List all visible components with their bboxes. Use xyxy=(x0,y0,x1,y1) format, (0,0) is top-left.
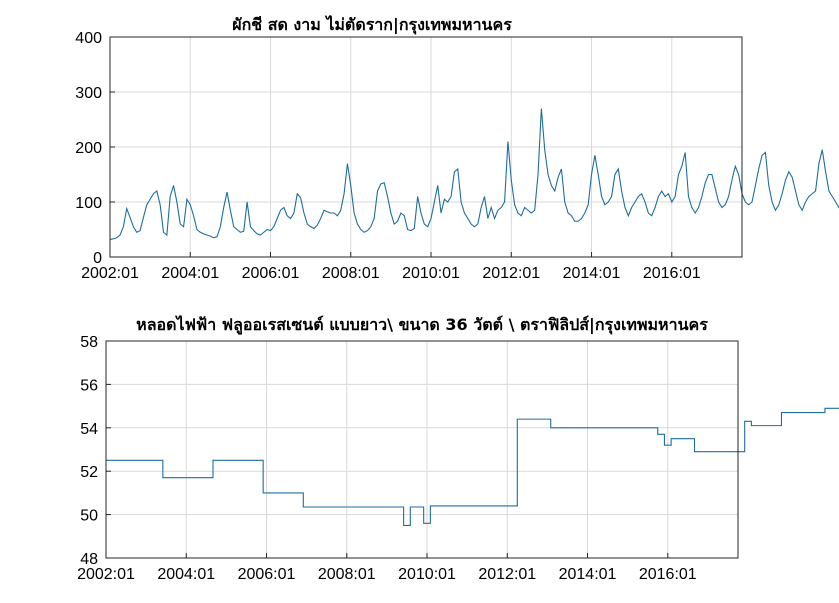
chart-1-ticks: 0 100 200 300 400 2002:01 2004:01 2006:01 2008:0… xyxy=(75,30,700,282)
chart-2-xtick-label: 2002:01 xyxy=(77,566,135,583)
chart-1: ผักชี สด งาม ไม่ตัดราก|กรุงเทพมหานคร 0 10… xyxy=(75,15,839,282)
chart-2-plot-area xyxy=(105,340,739,559)
chart-1-ytick-label: 300 xyxy=(75,85,102,102)
chart-2-ytick-label: 56 xyxy=(80,377,98,394)
chart-1-xtick-label: 2008:01 xyxy=(322,265,380,282)
chart-2-ytick-label: 52 xyxy=(80,464,98,481)
chart-1-xtick-label: 2016:01 xyxy=(643,265,701,282)
chart-1-grid xyxy=(109,37,742,257)
chart-2-xtick-label: 2010:01 xyxy=(398,566,456,583)
chart-2-ticks: 48 50 52 54 56 58 2002:01 2004:01 2006:01 2008:01… xyxy=(77,334,697,583)
chart-2-xtick-label: 2008:01 xyxy=(318,566,376,583)
chart-1-ytick-label: 400 xyxy=(75,30,102,47)
chart-2-ytick-label: 50 xyxy=(80,508,98,525)
chart-2-title: หลอดไฟฟ้า ฟลูออเรสเซนต์ แบบยาว\ ขนาด 36 … xyxy=(136,315,708,336)
chart-1-plot-border xyxy=(109,36,743,258)
chart-1-ytick-label: 0 xyxy=(93,250,102,267)
chart-2-plot-border xyxy=(105,340,739,559)
chart-2-xtick-label: 2014:01 xyxy=(559,566,617,583)
chart-1-ytick-label: 100 xyxy=(75,195,102,212)
chart-2-xtick-label: 2004:01 xyxy=(157,566,215,583)
chart-1-xtick-label: 2010:01 xyxy=(402,265,460,282)
chart-2-xtick-label: 2016:01 xyxy=(639,566,697,583)
chart-2-series-line xyxy=(106,407,839,526)
chart-1-xtick-label: 2006:01 xyxy=(242,265,300,282)
chart-1-title: ผักชี สด งาม ไม่ตัดราก|กรุงเทพมหานคร xyxy=(232,15,512,35)
chart-1-xtick-label: 2004:01 xyxy=(161,265,219,282)
chart-2-ytick-label: 58 xyxy=(80,334,98,351)
chart-1-xtick-label: 2002:01 xyxy=(81,265,139,282)
chart-1-ytick-label: 200 xyxy=(75,140,102,157)
chart-1-series-line xyxy=(109,108,839,240)
chart-1-xtick-label: 2012:01 xyxy=(482,265,540,282)
chart-2-xtick-label: 2006:01 xyxy=(238,566,296,583)
chart-2-ytick-label: 54 xyxy=(80,421,98,438)
chart-2-xtick-label: 2012:01 xyxy=(478,566,536,583)
chart-2: หลอดไฟฟ้า ฟลูออเรสเซนต์ แบบยาว\ ขนาด 36 … xyxy=(77,315,839,583)
chart-1-xtick-label: 2014:01 xyxy=(563,265,621,282)
chart-2-ytick-label: 48 xyxy=(80,551,98,568)
